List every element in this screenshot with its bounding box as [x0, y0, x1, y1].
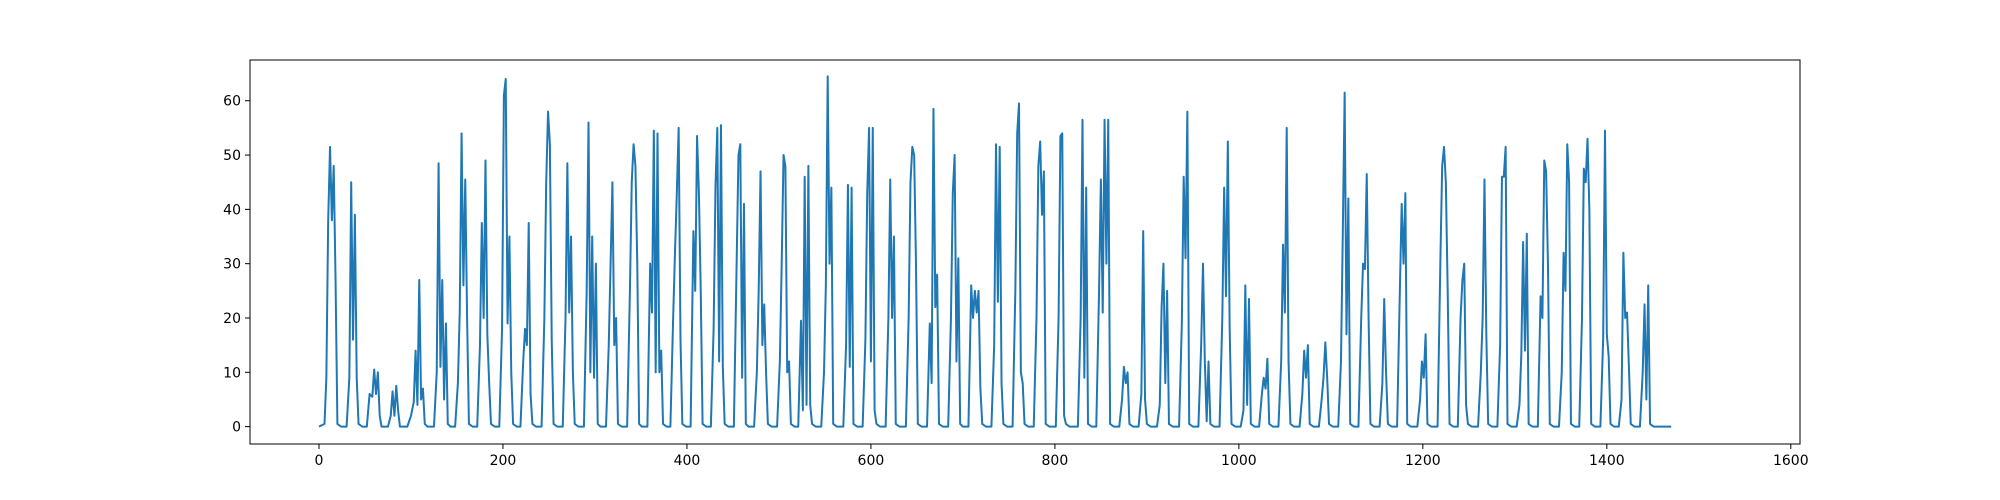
- y-tick-label: 0: [232, 420, 241, 436]
- axes: 0 200 400 600 800 1000 1200 1400 1600 0 10 20 30 40 50…: [223, 59, 1809, 469]
- x-tick-label: 200: [490, 453, 517, 469]
- x-tick-label: 600: [858, 453, 885, 469]
- y-tick-label: 40: [223, 202, 241, 218]
- x-tick-label: 1600: [1773, 453, 1809, 469]
- plot-area: [318, 75, 1672, 428]
- x-tick-label: 800: [1042, 453, 1069, 469]
- x-tick-label: 1200: [1405, 453, 1441, 469]
- x-tick-label: 1000: [1221, 453, 1257, 469]
- y-tick-label: 60: [223, 94, 241, 110]
- x-tick-label: 400: [674, 453, 701, 469]
- y-tick-label: 30: [223, 257, 241, 273]
- x-tick-label: 0: [315, 453, 324, 469]
- y-tick-label: 10: [223, 365, 241, 381]
- series-line-0: [318, 75, 1672, 428]
- x-tick-label: 1400: [1589, 453, 1625, 469]
- y-tick-label: 20: [223, 311, 241, 327]
- y-tick-label: 50: [223, 148, 241, 164]
- axes-frame: [249, 59, 1801, 445]
